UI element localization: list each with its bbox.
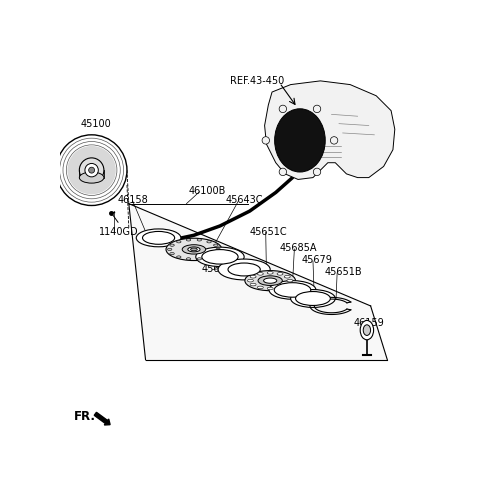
Ellipse shape: [214, 252, 218, 254]
Text: 45100: 45100: [81, 119, 111, 129]
Ellipse shape: [360, 320, 373, 340]
Circle shape: [279, 105, 287, 113]
Ellipse shape: [284, 275, 290, 278]
Ellipse shape: [287, 279, 293, 282]
Ellipse shape: [202, 250, 238, 264]
Ellipse shape: [197, 239, 202, 241]
Ellipse shape: [170, 244, 174, 247]
Ellipse shape: [136, 229, 181, 247]
Ellipse shape: [291, 289, 335, 307]
Ellipse shape: [228, 263, 260, 276]
Ellipse shape: [264, 278, 277, 283]
Ellipse shape: [143, 232, 175, 245]
Ellipse shape: [170, 252, 174, 254]
Ellipse shape: [274, 283, 311, 297]
Circle shape: [279, 168, 287, 176]
Ellipse shape: [67, 146, 116, 194]
FancyArrow shape: [94, 412, 110, 425]
Text: FR.: FR.: [74, 410, 96, 423]
Ellipse shape: [207, 256, 211, 258]
Polygon shape: [264, 81, 395, 180]
Text: 45651B: 45651B: [324, 267, 362, 277]
Ellipse shape: [284, 283, 290, 286]
Ellipse shape: [188, 247, 200, 252]
Text: REF.43-450: REF.43-450: [230, 76, 284, 86]
Ellipse shape: [257, 286, 264, 289]
Text: 45685A: 45685A: [279, 244, 317, 253]
Text: 46100B: 46100B: [188, 186, 226, 196]
Ellipse shape: [258, 276, 282, 285]
Ellipse shape: [250, 275, 256, 278]
Ellipse shape: [248, 279, 253, 282]
Ellipse shape: [56, 135, 127, 206]
Text: 45643C: 45643C: [226, 195, 263, 205]
Ellipse shape: [277, 272, 283, 275]
Polygon shape: [129, 204, 387, 360]
Ellipse shape: [85, 164, 98, 177]
Circle shape: [330, 137, 338, 144]
Ellipse shape: [182, 245, 205, 254]
Ellipse shape: [218, 259, 270, 280]
Ellipse shape: [197, 258, 202, 260]
Ellipse shape: [250, 283, 256, 286]
Ellipse shape: [216, 249, 220, 250]
Ellipse shape: [166, 238, 222, 260]
Ellipse shape: [277, 286, 283, 289]
Ellipse shape: [191, 248, 197, 250]
Ellipse shape: [245, 270, 296, 291]
Ellipse shape: [79, 172, 104, 183]
Ellipse shape: [79, 158, 104, 183]
Ellipse shape: [267, 287, 273, 290]
Circle shape: [262, 137, 269, 144]
Ellipse shape: [207, 241, 211, 243]
Ellipse shape: [89, 167, 95, 173]
Ellipse shape: [168, 249, 172, 250]
Ellipse shape: [257, 272, 264, 275]
Ellipse shape: [177, 241, 181, 243]
Ellipse shape: [296, 291, 330, 305]
Ellipse shape: [363, 325, 371, 335]
Ellipse shape: [186, 239, 191, 241]
Text: 46158: 46158: [118, 195, 148, 205]
Text: 45679: 45679: [302, 255, 333, 265]
Ellipse shape: [214, 244, 218, 247]
Ellipse shape: [275, 109, 325, 172]
Ellipse shape: [186, 258, 191, 260]
Ellipse shape: [269, 280, 316, 299]
Text: 45651C: 45651C: [250, 227, 288, 237]
Text: 1140GD: 1140GD: [99, 227, 139, 237]
Circle shape: [313, 168, 321, 176]
Ellipse shape: [177, 256, 181, 258]
Ellipse shape: [196, 247, 244, 266]
Ellipse shape: [267, 271, 273, 274]
Text: 46159: 46159: [354, 318, 384, 328]
Text: 45644: 45644: [202, 264, 232, 274]
Circle shape: [313, 105, 321, 113]
